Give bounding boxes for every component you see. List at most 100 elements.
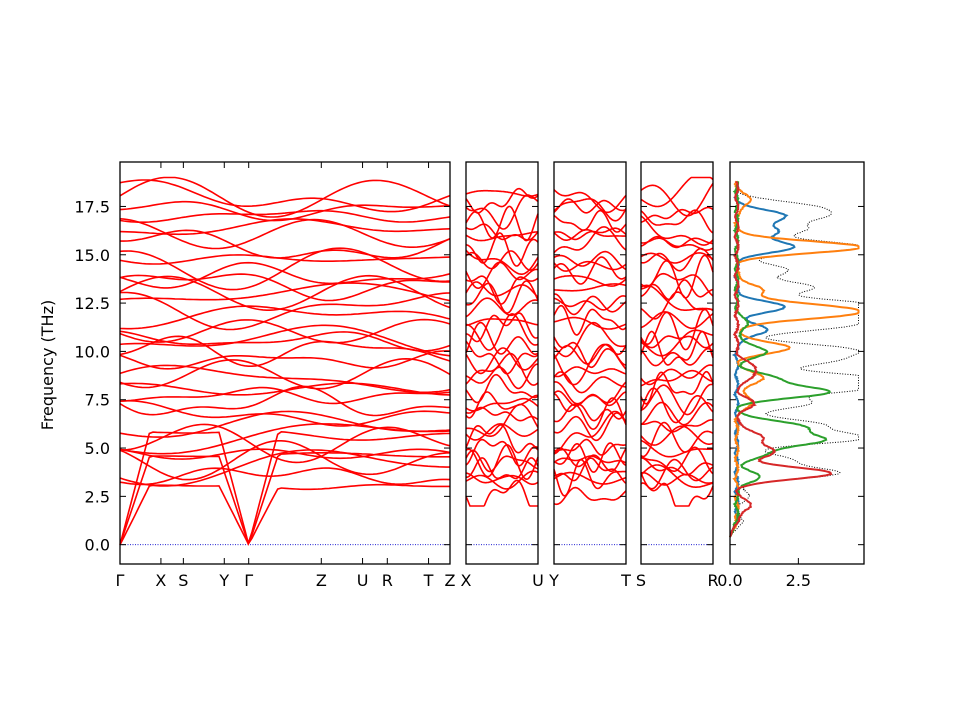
band-line xyxy=(553,198,627,222)
band-line xyxy=(553,447,627,472)
band-panel-1: Γ X S Y Γ Z U R T Z0.02.55.07.510.012.515.017.5 xyxy=(74,161,456,590)
y-tick-label: 5.0 xyxy=(85,439,110,458)
band-line xyxy=(119,179,451,213)
band-line xyxy=(553,471,627,485)
band-line xyxy=(119,291,451,331)
band-line xyxy=(465,363,539,390)
band-line xyxy=(640,425,714,446)
panel-frame xyxy=(553,161,627,565)
band-line xyxy=(640,176,714,208)
band-line xyxy=(119,400,451,427)
band-line xyxy=(119,449,450,487)
band-line xyxy=(640,182,714,217)
band-line xyxy=(465,340,539,375)
panel-frame xyxy=(465,161,539,565)
band-line xyxy=(119,274,451,311)
band-line xyxy=(119,382,451,396)
bands xyxy=(640,176,714,507)
dos-series-line xyxy=(729,181,833,538)
band-line xyxy=(119,273,450,302)
band-line xyxy=(553,304,627,336)
x-tick-label: U xyxy=(357,571,369,590)
band-line xyxy=(465,261,539,289)
band-line xyxy=(640,347,714,367)
band-line xyxy=(465,223,539,241)
band-line xyxy=(553,256,627,285)
band-line xyxy=(119,318,451,344)
band-line xyxy=(640,329,714,357)
band-line xyxy=(553,295,627,311)
band-line xyxy=(119,430,451,547)
band-line xyxy=(640,471,714,486)
band-line xyxy=(640,247,714,272)
band-line xyxy=(554,283,627,292)
band-line xyxy=(119,440,451,481)
band-line xyxy=(640,235,714,249)
band-line xyxy=(640,383,714,416)
y-tick-label: 17.5 xyxy=(74,197,110,216)
band-line xyxy=(119,423,451,464)
band-line xyxy=(465,373,539,404)
band-line xyxy=(119,350,451,370)
band-line xyxy=(465,406,539,422)
band-line xyxy=(465,443,539,481)
band-line xyxy=(465,403,539,437)
band-line xyxy=(553,442,627,473)
x-tick-label: S xyxy=(636,571,646,590)
band-line xyxy=(640,419,714,433)
band-line xyxy=(465,187,539,214)
band-line xyxy=(553,366,627,378)
x-tick-label: S xyxy=(178,571,188,590)
band-line xyxy=(119,254,451,265)
band-line xyxy=(465,479,538,507)
band-line xyxy=(465,391,539,419)
panel-frame xyxy=(640,161,714,565)
band-line xyxy=(640,252,714,264)
band-line xyxy=(465,281,539,298)
band-line xyxy=(553,275,627,287)
band-line xyxy=(466,313,539,351)
dos-plot: 0.0 2.5 xyxy=(717,161,865,590)
band-line xyxy=(465,470,539,490)
band-line xyxy=(119,335,451,367)
band-line xyxy=(640,209,714,234)
band-line xyxy=(553,229,627,241)
band-line xyxy=(119,410,451,438)
band-line xyxy=(640,370,714,405)
band-line xyxy=(640,482,714,507)
band-line xyxy=(119,200,451,222)
band-line xyxy=(465,250,539,271)
band-line xyxy=(119,357,451,390)
band-line xyxy=(553,293,627,316)
band-line xyxy=(553,250,627,271)
band-line xyxy=(119,176,451,218)
band-line xyxy=(119,209,451,223)
bands xyxy=(465,187,539,507)
band-line xyxy=(465,275,539,305)
band-line xyxy=(553,392,627,422)
band-line xyxy=(553,343,627,386)
y-tick-label: 12.5 xyxy=(74,294,110,313)
band-line xyxy=(119,282,451,302)
x-tick-label: Z xyxy=(445,571,456,590)
y-axis-label: Frequency (THz) xyxy=(38,300,57,430)
y-tick-label: 10.0 xyxy=(74,342,110,361)
band-line xyxy=(465,347,539,375)
band-line xyxy=(640,311,714,330)
x-tick-label: Y xyxy=(548,571,559,590)
band-line xyxy=(553,316,627,330)
band-line xyxy=(119,218,451,250)
band-line xyxy=(119,218,451,236)
band-line xyxy=(120,229,451,259)
band-line xyxy=(119,483,450,546)
band-line xyxy=(465,438,539,467)
dos-x-tick-label: 0.0 xyxy=(717,571,742,590)
band-line xyxy=(465,232,539,267)
x-tick-label: Y xyxy=(218,571,229,590)
y-tick-label: 15.0 xyxy=(74,246,110,265)
band-line xyxy=(640,458,714,490)
band-line xyxy=(641,237,714,251)
